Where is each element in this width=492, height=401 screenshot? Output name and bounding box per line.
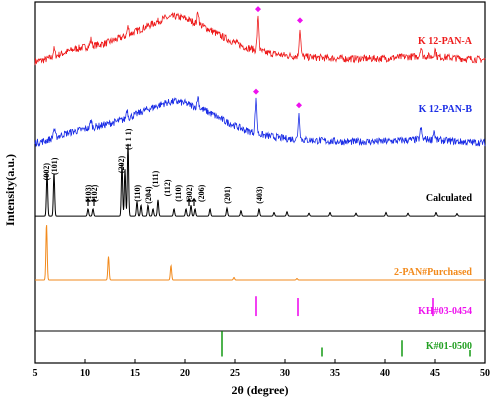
x-ticks: 5 10 15 20 25 30 35 40 45 50 — [33, 359, 490, 379]
peak-label: (002) — [42, 163, 51, 181]
peak-marker — [296, 102, 302, 109]
x-tick-label: 50 — [480, 368, 490, 379]
series-4 — [255, 296, 434, 317]
x-tick-label: 35 — [330, 368, 340, 379]
series-line — [35, 143, 485, 217]
series-line — [35, 225, 485, 281]
x-tick-label: 20 — [180, 368, 190, 379]
peak-label: (101) — [50, 157, 59, 175]
peak-label: (403) — [255, 186, 264, 204]
x-tick-label: 40 — [380, 368, 390, 379]
peak-marker — [297, 17, 303, 24]
x-tick-label: 10 — [80, 368, 90, 379]
peak-label: (103) — [84, 184, 93, 202]
plot-frame — [34, 1, 486, 364]
series-3 — [35, 225, 485, 281]
peak-label: (206) — [197, 184, 206, 202]
peak-label: (204) — [144, 186, 153, 204]
peak-arrow — [85, 197, 91, 206]
x-tick-label: 30 — [280, 368, 290, 379]
series-label: 2-PAN#Purchased — [394, 267, 472, 278]
x-tick-label: 5 — [33, 368, 38, 379]
label-layer: K 12-PAN-A K 12-PAN-B Calculated 2-PAN#Purc… — [42, 36, 473, 352]
peak-label: (110) — [133, 185, 142, 202]
series-label: K 12-PAN-A — [418, 36, 473, 47]
peak-label: (112) — [163, 179, 172, 196]
series-line — [34, 11, 486, 66]
peak-arrow — [191, 197, 197, 206]
peak-label: (110) — [174, 185, 183, 202]
x-tick-label: 45 — [430, 368, 440, 379]
peak-label: (201) — [223, 186, 232, 204]
series-0 — [34, 6, 486, 66]
x-tick-label: 15 — [130, 368, 140, 379]
peak-marker — [255, 6, 261, 13]
peak-label: (111) — [151, 170, 160, 187]
x-tick-label: 25 — [230, 368, 240, 379]
series-layer — [34, 6, 486, 357]
peak-marker — [253, 88, 259, 95]
y-axis-title: Intensity(a.u.) — [3, 154, 17, 226]
peak-arrow — [91, 197, 97, 206]
series-label: KH#03-0454 — [418, 306, 472, 317]
peak-label: (202) — [117, 155, 126, 173]
series-line — [34, 96, 486, 147]
peak-label: (1 1 1) — [124, 128, 133, 150]
series-2 — [35, 143, 485, 217]
x-axis-title: 2θ (degree) — [231, 383, 288, 397]
peak-arrow — [186, 197, 192, 206]
peak-label: (102) — [90, 184, 99, 202]
series-label: Calculated — [426, 193, 473, 204]
peak-label: (302) — [185, 184, 194, 202]
series-label: K 12-PAN-B — [419, 104, 473, 115]
series-5 — [221, 331, 471, 357]
series-1 — [34, 88, 486, 147]
series-label: K#01-0500 — [426, 341, 472, 352]
